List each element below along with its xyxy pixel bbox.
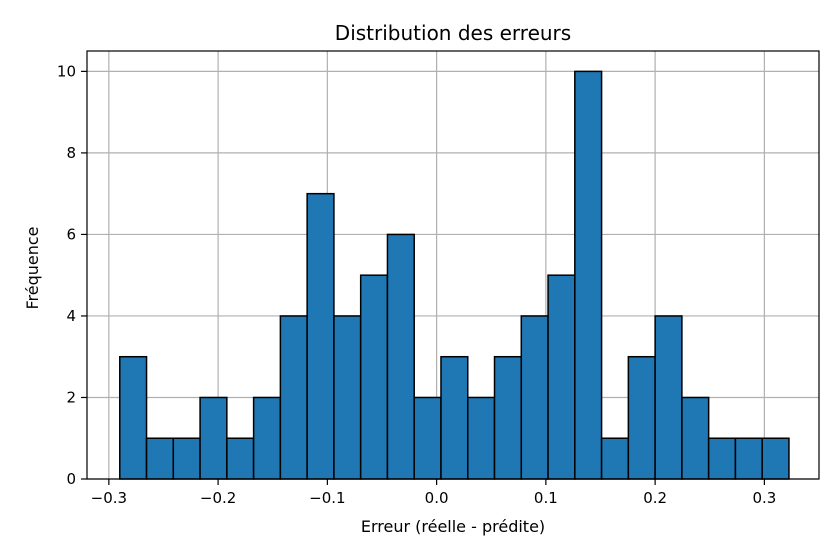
histogram-bar xyxy=(440,355,469,480)
x-tick-label: 0.2 xyxy=(643,489,667,507)
x-tick-label: 0.1 xyxy=(534,489,558,507)
histogram-bar xyxy=(681,396,710,480)
histogram-bar xyxy=(574,70,603,480)
y-tick-label: 10 xyxy=(57,62,76,80)
histogram-bar xyxy=(226,437,255,480)
histogram-bar xyxy=(627,355,656,480)
histogram-bar xyxy=(547,274,576,480)
y-tick-label: 4 xyxy=(66,307,76,325)
histogram-bar xyxy=(119,355,148,480)
x-tick-label: 0.3 xyxy=(752,489,776,507)
plot-frame xyxy=(86,50,820,480)
y-tick-label: 6 xyxy=(66,225,76,243)
histogram-bar xyxy=(252,396,282,480)
histogram-bar xyxy=(386,233,415,480)
histogram-bar xyxy=(761,437,790,480)
histogram-bar xyxy=(734,437,763,480)
y-tick-label: 0 xyxy=(66,470,76,488)
histogram-bar xyxy=(654,315,683,480)
x-tick-label: 0.0 xyxy=(425,489,449,507)
y-axis-label: Fréquence xyxy=(23,226,42,309)
axis-ticks: −0.3 −0.2 −0.1 0.0 0.1 0.2 0.3 0 2 4 6 8 10 xyxy=(57,62,776,507)
histogram-bar xyxy=(707,437,737,480)
histogram-bar xyxy=(199,396,228,480)
histogram-bars xyxy=(119,70,790,480)
histogram-bar xyxy=(172,437,201,480)
x-tick-label: −0.3 xyxy=(91,489,127,507)
x-tick-label: −0.2 xyxy=(200,489,236,507)
histogram-bar xyxy=(466,396,496,480)
histogram-bar xyxy=(413,396,442,480)
histogram-bar xyxy=(493,355,523,480)
histogram-bar xyxy=(600,437,630,480)
chart-title: Distribution des erreurs xyxy=(335,21,571,45)
histogram-bar xyxy=(333,315,362,480)
histogram-bar xyxy=(520,315,549,480)
histogram-bar xyxy=(359,274,389,480)
y-tick-label: 2 xyxy=(66,388,76,406)
y-tick-label: 8 xyxy=(66,144,76,162)
histogram-bar xyxy=(306,192,335,480)
histogram-bar xyxy=(279,315,308,480)
x-axis-label: Erreur (réelle - prédite) xyxy=(361,517,545,536)
histogram-bar xyxy=(145,437,175,480)
x-tick-label: −0.1 xyxy=(309,489,345,507)
